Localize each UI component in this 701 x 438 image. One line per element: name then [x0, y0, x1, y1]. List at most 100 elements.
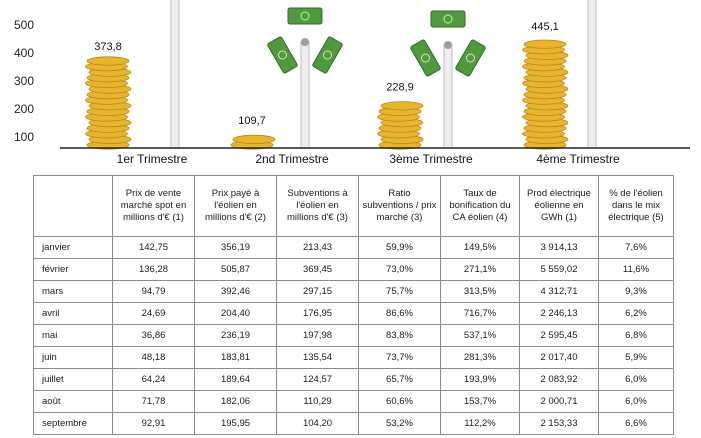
- wind-turbine: [267, 7, 343, 149]
- column-header: Subventions à l'éolien en millions d'€ (…: [276, 175, 359, 237]
- value-cell: 149,5%: [440, 236, 520, 259]
- value-cell: 65,7%: [358, 368, 441, 391]
- value-cell: 2 246,13: [519, 302, 599, 325]
- value-cell: 182,06: [194, 390, 277, 413]
- y-tick-label: 100: [14, 130, 34, 144]
- coin: [232, 134, 276, 144]
- value-cell: 83,8%: [358, 324, 441, 347]
- banknote-mark: [300, 11, 310, 21]
- banknote-blade: [410, 39, 441, 77]
- value-cell: 176,95: [276, 302, 359, 325]
- y-tick-label: 300: [14, 74, 34, 88]
- monthly-wind-table: Prix de vente marché spot en millions d'…: [33, 175, 674, 435]
- value-cell: 112,2%: [440, 412, 520, 435]
- month-cell: mai: [33, 324, 113, 347]
- value-cell: 2 153,33: [519, 412, 599, 435]
- wind-turbine: [170, 0, 180, 149]
- value-cell: 60,6%: [358, 390, 441, 413]
- month-cell: mars: [33, 280, 113, 303]
- table-row: juillet 64,24 189,64 124,57 65,7% 193,9% 2 083…: [33, 368, 674, 391]
- table-row: mai 36,86 236,19 197,98 83,8% 537,1% 2 595,45 6…: [33, 324, 674, 347]
- value-cell: 53,2%: [358, 412, 441, 435]
- value-cell: 2 595,45: [519, 324, 599, 347]
- y-tick-label: 500: [14, 18, 34, 32]
- banknote-blade: [287, 7, 323, 25]
- value-cell: 313,5%: [440, 280, 520, 303]
- value-cell: 2 017,40: [519, 346, 599, 369]
- month-cell: août: [33, 390, 113, 413]
- value-cell: 356,19: [194, 236, 277, 259]
- value-cell: 297,15: [276, 280, 359, 303]
- value-cell: 135,54: [276, 346, 359, 369]
- column-header: Prix payé à l'éolien en millions d'€ (2): [194, 175, 277, 237]
- value-cell: 24,69: [112, 302, 195, 325]
- coin: [380, 101, 424, 111]
- banknote-blade: [455, 39, 486, 77]
- value-cell: 537,1%: [440, 324, 520, 347]
- month-cell: avril: [33, 302, 113, 325]
- banknote-mark: [277, 50, 287, 60]
- month-cell: septembre: [33, 412, 113, 435]
- value-cell: 505,87: [194, 258, 277, 281]
- value-cell: 271,1%: [440, 258, 520, 281]
- value-cell: 716,7%: [440, 302, 520, 325]
- column-header: Prix de vente marché spot en millions d'…: [112, 175, 195, 237]
- wind-turbine-decorations: [170, 0, 597, 149]
- value-cell: 6,2%: [598, 302, 674, 325]
- turbine-hub: [444, 41, 452, 49]
- coin-stack-bar: 228,9: [377, 82, 424, 150]
- value-cell: 142,75: [112, 236, 195, 259]
- bar-value-label: 373,8: [94, 41, 122, 53]
- banknote-blade: [312, 36, 343, 74]
- category-label: 3ème Trimestre: [389, 152, 473, 166]
- value-cell: 5 559,02: [519, 258, 599, 281]
- value-cell: 124,57: [276, 368, 359, 391]
- bar-value-label: 445,1: [531, 21, 559, 33]
- banknote-blade: [267, 36, 298, 74]
- value-cell: 3 914,13: [519, 236, 599, 259]
- category-label: 2nd Trimestre: [255, 152, 329, 166]
- table-row: septembre 92,91 195,95 104,20 53,2% 112,2% 2 1…: [33, 412, 674, 435]
- month-cell: juin: [33, 346, 113, 369]
- value-cell: 197,98: [276, 324, 359, 347]
- column-header: % de l'éolien dans le mix électrique (5): [598, 175, 674, 237]
- value-cell: 392,46: [194, 280, 277, 303]
- value-cell: 73,0%: [358, 258, 441, 281]
- turbine-mast: [443, 44, 453, 149]
- quarterly-subsidy-chart: 100 200 300 400 500 373,8 109,7 228,9 445,1 1er…: [14, 0, 690, 166]
- column-header: Ratio subventions / prix marché (3): [358, 175, 441, 237]
- value-cell: 4 312,71: [519, 280, 599, 303]
- value-cell: 64,24: [112, 368, 195, 391]
- header-cell-empty: [33, 175, 113, 237]
- coin: [86, 56, 130, 66]
- value-cell: 110,29: [276, 390, 359, 413]
- table-row: mars 94,79 392,46 297,15 75,7% 313,5% 4 312,71…: [33, 280, 674, 303]
- value-cell: 104,20: [276, 412, 359, 435]
- table-body: janvier 142,75 356,19 213,43 59,9% 149,5% 3 91…: [33, 236, 674, 435]
- value-cell: 204,40: [194, 302, 277, 325]
- table-row: juin 48,18 183,81 135,54 73,7% 281,3% 2 017,40…: [33, 346, 674, 369]
- value-cell: 2 083,92: [519, 368, 599, 391]
- value-cell: 189,64: [194, 368, 277, 391]
- month-cell: janvier: [33, 236, 113, 259]
- month-cell: juillet: [33, 368, 113, 391]
- coin-stack-bar: 109,7: [230, 115, 276, 150]
- value-cell: 6,0%: [598, 368, 674, 391]
- value-cell: 86,6%: [358, 302, 441, 325]
- column-header: Prod électrique éolienne en GWh (1): [519, 175, 599, 237]
- bar-value-label: 228,9: [386, 82, 414, 94]
- wind-turbine: [410, 10, 486, 149]
- coin: [523, 39, 567, 49]
- value-cell: 7,6%: [598, 236, 674, 259]
- wind-turbine: [587, 0, 597, 149]
- value-cell: 281,3%: [440, 346, 520, 369]
- monthly-data-table-wrap: Prix de vente marché spot en millions d'…: [33, 175, 674, 435]
- value-cell: 195,95: [194, 412, 277, 435]
- turbine-hub: [301, 38, 309, 46]
- value-cell: 75,7%: [358, 280, 441, 303]
- value-cell: 193,9%: [440, 368, 520, 391]
- value-cell: 94,79: [112, 280, 195, 303]
- banknote-mark: [443, 14, 453, 24]
- value-cell: 59,9%: [358, 236, 441, 259]
- value-cell: 36,86: [112, 324, 195, 347]
